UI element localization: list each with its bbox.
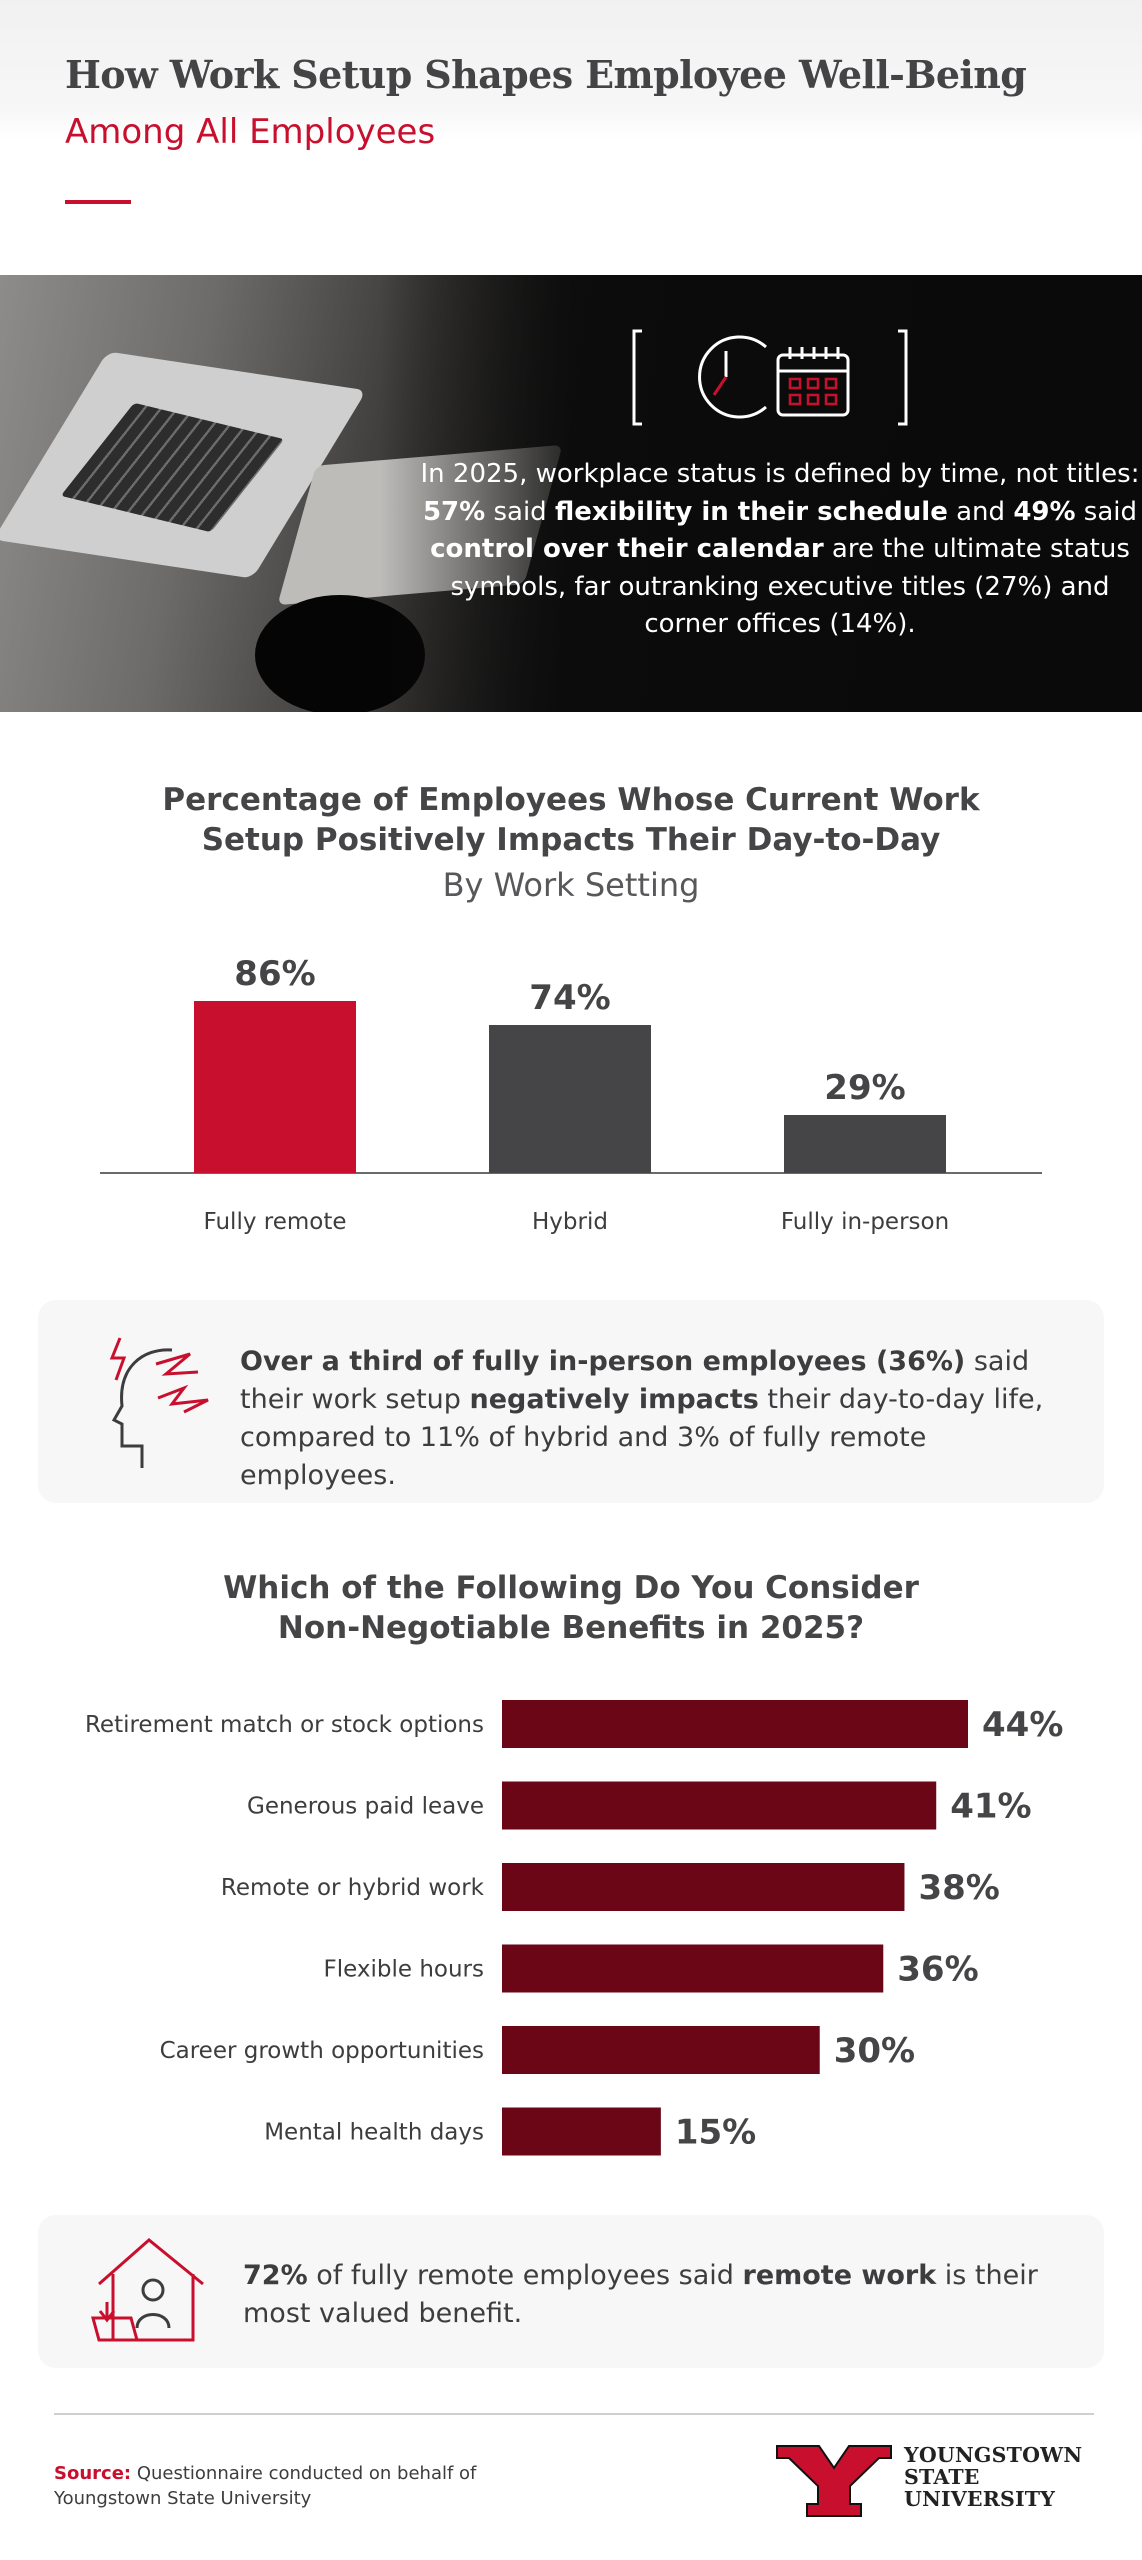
hero-icon-group	[632, 329, 908, 426]
text-segment: 49%	[1013, 496, 1076, 527]
remote-callout	[38, 2215, 1104, 2368]
ysu-wordmark: YOUNGSTOWN STATE UNIVERSITY	[904, 2444, 1082, 2510]
bar-value-label: 29%	[824, 1068, 905, 1108]
text-segment: remote work	[742, 2260, 937, 2291]
page-title: How Work Setup Shapes Employee Well-Bein…	[65, 52, 1027, 97]
column-chart: 86% Fully remote 74% Hybrid 29% Fully in-pers…	[100, 954, 1042, 1235]
text-segment: 72%	[243, 2260, 308, 2291]
benefit-label: Career growth opportunities	[160, 2038, 484, 2064]
text-segment: In 2025, workplace status is defined by …	[420, 459, 1016, 489]
benefit-value-label: 30%	[834, 2031, 915, 2071]
text-segment: is their most valued benefit.	[243, 2260, 1038, 2329]
bracket-left-icon	[632, 329, 642, 426]
bar-2	[784, 1115, 946, 1173]
benefit-bar	[502, 2107, 661, 2156]
category-label: Fully remote	[204, 1209, 347, 1235]
clock-icon	[698, 335, 767, 419]
column-chart-title-line2: Setup Positively Impacts Their Day-to-Da…	[201, 822, 941, 858]
benefit-label: Flexible hours	[324, 1957, 484, 1983]
hero-banner	[0, 275, 1142, 712]
column-chart-title-line1: Percentage of Employees Whose Current Wo…	[162, 782, 980, 818]
stressed-head-icon	[109, 1337, 209, 1468]
source-text: Questionnaire conducted on behalf of	[131, 2463, 477, 2484]
source-label: Source:	[54, 2463, 132, 2484]
text-segment: 57%	[422, 496, 486, 527]
benefit-value-label: 15%	[675, 2113, 756, 2153]
text-segment: said	[1075, 496, 1138, 527]
in-person-callout	[38, 1300, 1104, 1503]
header-band	[0, 0, 1142, 275]
text-segment: and	[947, 496, 1014, 527]
text-segment: control over their calendar	[430, 534, 824, 564]
title-underline	[65, 200, 131, 204]
calendar-icon	[776, 347, 850, 417]
benefit-label: Remote or hybrid work	[221, 1875, 485, 1901]
bar-value-label: 86%	[234, 954, 315, 994]
benefit-bar	[502, 1863, 905, 1911]
benefits-bar-chart: Retirement match or stock options 44% Gene…	[85, 1700, 1063, 2156]
text-segment: not titles:	[1015, 459, 1140, 489]
logo-line2: STATE	[904, 2465, 980, 2489]
benefit-bar	[502, 2026, 820, 2074]
source-text-line2: Youngstown State University	[54, 2488, 312, 2509]
text-segment: flexibility in their schedule	[554, 496, 948, 527]
benefit-value-label: 41%	[950, 1787, 1031, 1827]
bar-chart-title-line2: Non-Negotiable Benefits in 2025?	[277, 1610, 865, 1646]
hero-shade	[380, 275, 1142, 712]
text-segment: their day-to-day life, compared to 11% o…	[240, 1384, 1044, 1491]
benefit-value-label: 38%	[918, 1868, 999, 1908]
benefit-bar	[502, 1700, 968, 1748]
benefit-value-label: 36%	[897, 1950, 978, 1990]
footer-divider	[54, 2413, 1094, 2415]
hero-stat-text: In 2025, workplace status is defined by …	[420, 456, 1140, 644]
benefit-label: Mental health days	[264, 2120, 484, 2146]
home-work-icon	[91, 2238, 204, 2342]
benefit-label: Retirement match or stock options	[85, 1712, 484, 1738]
text-segment: said	[485, 496, 555, 527]
logo-line3: UNIVERSITY	[904, 2487, 1056, 2511]
bar-0	[194, 1001, 356, 1173]
text-segment: Over a third of fully in-person employee…	[240, 1346, 966, 1377]
text-segment: negatively impacts	[469, 1384, 759, 1415]
category-label: Fully in-person	[781, 1209, 949, 1235]
text-segment: of fully remote employees said	[307, 2260, 743, 2291]
bar-1	[489, 1025, 651, 1173]
text-segment: are the ultimate status symbols, far out…	[450, 534, 1130, 639]
benefit-value-label: 44%	[982, 1705, 1063, 1745]
ysu-logo-icon	[776, 2445, 892, 2517]
page-subtitle: Among All Employees	[65, 112, 436, 152]
bar-chart-title: Which of the Following Do You Consider N…	[0, 1568, 1142, 1648]
column-chart-subtitle: By Work Setting	[442, 866, 700, 904]
remote-callout-text: 72% of fully remote employees said remot…	[243, 2257, 1063, 2333]
benefit-bar	[502, 1781, 937, 1830]
bar-chart-title-line1: Which of the Following Do You Consider	[223, 1570, 919, 1606]
in-person-callout-text: Over a third of fully in-person employee…	[240, 1343, 1080, 1495]
benefit-bar	[502, 1944, 884, 1993]
bracket-right-icon	[898, 329, 908, 426]
logo-line1: YOUNGSTOWN	[904, 2443, 1083, 2467]
bar-value-label: 74%	[529, 978, 610, 1018]
benefit-label: Generous paid leave	[247, 1794, 484, 1820]
category-label: Hybrid	[532, 1209, 608, 1235]
source-note: Source: Questionnaire conducted on behal…	[54, 2461, 476, 2511]
text-segment: said their work setup	[240, 1346, 1030, 1415]
column-chart-title: Percentage of Employees Whose Current Wo…	[0, 780, 1142, 860]
